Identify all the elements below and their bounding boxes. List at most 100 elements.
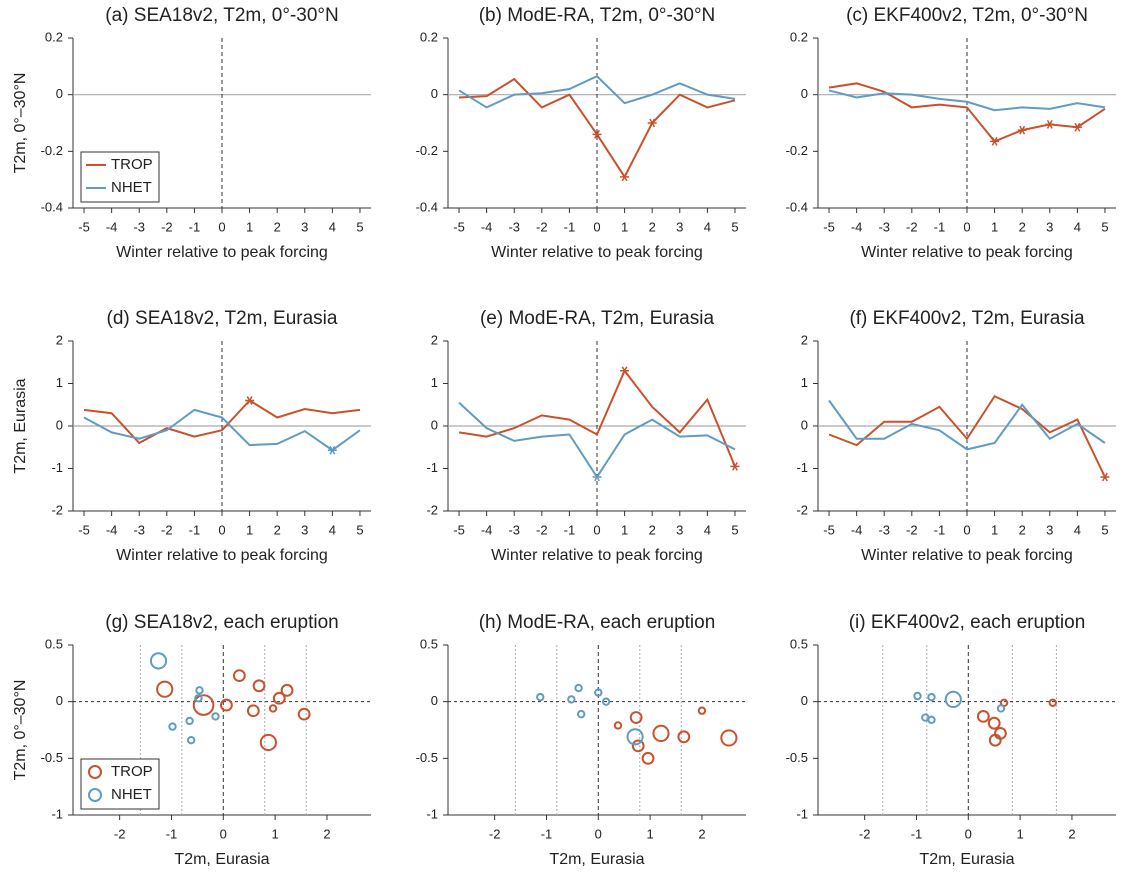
y-axis-label: T2m, Eurasia (12, 378, 29, 473)
point (927, 692, 936, 702)
x-tick-label: -1 (189, 219, 201, 234)
y-tick-label: 0 (801, 417, 808, 432)
x-tick-label: -1 (189, 522, 201, 537)
x-tick-label: 4 (704, 219, 711, 234)
point (594, 688, 603, 697)
x-tick-label: -5 (453, 522, 465, 537)
y-tick-label: -1 (51, 460, 63, 475)
series-line (828, 399, 1106, 451)
x-tick-label: -3 (878, 219, 890, 234)
x-tick-label: -3 (508, 219, 520, 234)
series-line (458, 77, 736, 179)
y-tick-label: -0.5 (786, 750, 808, 765)
y-tick-label: -2 (796, 502, 808, 517)
y-tick-label: -1 (796, 460, 808, 475)
x-tick-label: -1 (166, 826, 178, 841)
x-tick-label: -2 (859, 826, 871, 841)
x-tick-label: -1 (541, 826, 553, 841)
y-tick-label: -0.5 (41, 750, 63, 765)
panel-title: (e) ModE-RA, T2m, Eurasia (480, 308, 714, 329)
x-tick-label: -1 (934, 219, 946, 234)
point (252, 679, 266, 693)
point (927, 715, 936, 724)
point (268, 704, 278, 713)
legend-label: NHET (111, 179, 152, 196)
legend-box (80, 151, 160, 203)
y-tick-label: 0.5 (420, 636, 438, 651)
y-tick-label: -0.4 (41, 199, 63, 214)
significance-marker (620, 172, 630, 182)
x-axis-label: Winter relative to peak forcing (116, 547, 328, 564)
x-tick-label: 2 (274, 522, 281, 537)
x-tick-label: -3 (878, 522, 890, 537)
significance-marker (647, 118, 657, 128)
x-tick-label: 4 (1074, 219, 1081, 234)
x-tick-label: 1 (246, 219, 253, 234)
x-tick-label: 4 (1074, 522, 1081, 537)
y-tick-label: -0.4 (416, 199, 438, 214)
point (996, 704, 1006, 713)
x-tick-label: -4 (106, 522, 118, 537)
x-tick-label: -5 (453, 219, 465, 234)
significance-marker (730, 462, 740, 471)
x-tick-label: 1 (621, 522, 628, 537)
significance-marker (1100, 472, 1110, 482)
x-axis-label: Winter relative to peak forcing (491, 547, 703, 564)
point (194, 694, 203, 703)
x-tick-label: 0 (963, 219, 970, 234)
point (186, 736, 196, 745)
series-line (828, 82, 1106, 143)
x-tick-label: 0 (593, 522, 600, 537)
significance-marker (990, 137, 1000, 146)
x-tick-label: -1 (564, 522, 576, 537)
x-tick-label: -1 (911, 826, 923, 841)
x-tick-label: -2 (906, 522, 918, 537)
x-tick-label: 5 (1101, 522, 1108, 537)
y-tick-label: 0.2 (45, 29, 63, 44)
x-tick-label: -2 (536, 219, 548, 234)
legend-label: TROP (111, 156, 153, 173)
point (697, 706, 707, 715)
point (987, 716, 1001, 730)
y-tick-label: -1 (426, 806, 438, 821)
x-tick-label: -4 (481, 522, 493, 537)
x-tick-label: -2 (536, 522, 548, 537)
y-tick-label: 0 (431, 693, 438, 708)
point (259, 733, 277, 752)
x-tick-label: -2 (161, 219, 173, 234)
x-tick-label: -1 (564, 219, 576, 234)
x-tick-label: 0 (593, 219, 600, 234)
point (601, 697, 611, 706)
significance-marker (620, 366, 630, 376)
panel-title: (a) SEA18v2, T2m, 0°-30°N (105, 5, 338, 26)
y-tick-label: 2 (431, 332, 438, 347)
legend-swatch (88, 765, 102, 779)
y-tick-label: 0 (431, 417, 438, 432)
panel-title: (f) EKF400v2, T2m, Eurasia (849, 308, 1085, 329)
x-tick-label: 4 (329, 219, 336, 234)
point (220, 698, 233, 712)
series-line (828, 394, 1106, 478)
significance-marker (245, 396, 255, 405)
y-tick-label: 0.5 (45, 636, 63, 651)
point (641, 751, 655, 765)
point (156, 680, 174, 698)
y-tick-label: -0.2 (41, 143, 63, 158)
x-tick-label: 3 (301, 522, 308, 537)
x-tick-label: 0 (963, 522, 970, 537)
point (720, 729, 738, 747)
point (613, 721, 623, 730)
point (567, 695, 576, 704)
x-tick-label: 1 (991, 522, 998, 537)
x-tick-label: 3 (1046, 219, 1053, 234)
y-tick-label: 0.2 (790, 29, 808, 44)
point (195, 686, 204, 695)
point (246, 704, 260, 718)
y-tick-label: -0.4 (786, 199, 808, 214)
x-tick-label: 4 (704, 522, 711, 537)
x-tick-label: 4 (329, 522, 336, 537)
panel-title: (d) SEA18v2, T2m, Eurasia (107, 308, 338, 329)
x-tick-label: 2 (323, 826, 330, 841)
x-axis-label: T2m, Eurasia (919, 851, 1014, 868)
series-line (83, 408, 361, 452)
